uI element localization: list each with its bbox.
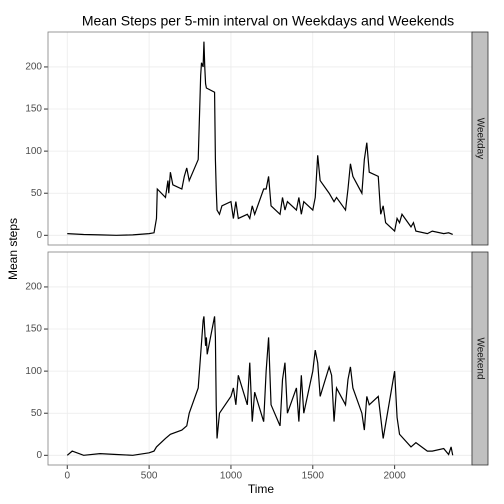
x-axis-title: Time (248, 482, 275, 496)
line (66, 316, 454, 456)
y-tick-label: 50 (31, 408, 43, 419)
y-tick-label: 150 (25, 104, 42, 115)
strip (471, 251, 489, 466)
strip-label: Weekday (474, 118, 485, 160)
strip (471, 31, 489, 246)
y-tick-label: 0 (36, 450, 42, 461)
y-tick-label: 200 (25, 282, 42, 293)
y-tick-label: 150 (25, 324, 42, 335)
y-tick-label: 100 (25, 366, 42, 377)
x-tick-label: 1000 (220, 471, 243, 482)
panel (48, 252, 472, 465)
y-tick-label: 100 (25, 146, 42, 157)
line (67, 41, 453, 236)
chart-title: Mean Steps per 5-min interval on Weekday… (82, 13, 454, 29)
x-tick-label: 0 (64, 471, 70, 482)
x-tick-label: 500 (141, 471, 158, 482)
panel (48, 32, 472, 245)
y-tick-label: 200 (25, 62, 42, 73)
x-tick-label: 2000 (383, 471, 406, 482)
strip-label: Weekend (474, 337, 485, 379)
y-tick-label: 50 (31, 188, 43, 199)
x-tick-label: 1500 (302, 471, 325, 482)
y-axis-title: Mean steps (6, 218, 20, 280)
y-tick-label: 0 (36, 230, 42, 241)
